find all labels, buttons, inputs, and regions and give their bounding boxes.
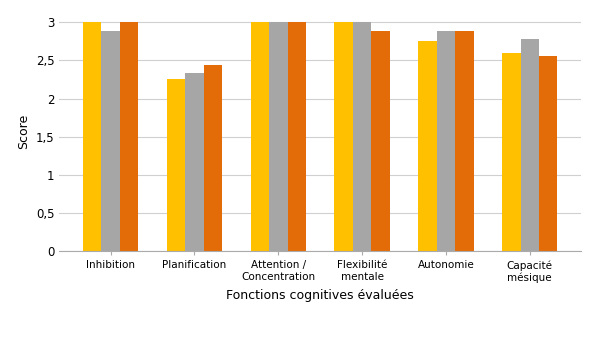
Bar: [418, 41, 436, 251]
Bar: [436, 31, 455, 251]
Bar: [288, 22, 306, 251]
Bar: [120, 22, 138, 251]
X-axis label: Fonctions cognitives évaluées: Fonctions cognitives évaluées: [227, 289, 414, 302]
Bar: [167, 79, 185, 251]
Bar: [334, 22, 353, 251]
Bar: [521, 39, 539, 251]
Bar: [101, 31, 120, 251]
Y-axis label: Score: Score: [17, 113, 30, 149]
Bar: [269, 22, 288, 251]
Bar: [502, 53, 521, 251]
Bar: [371, 31, 390, 251]
Bar: [204, 65, 222, 251]
Bar: [185, 73, 204, 251]
Bar: [251, 22, 269, 251]
Bar: [353, 22, 371, 251]
Bar: [83, 22, 101, 251]
Bar: [539, 56, 557, 251]
Bar: [455, 31, 474, 251]
